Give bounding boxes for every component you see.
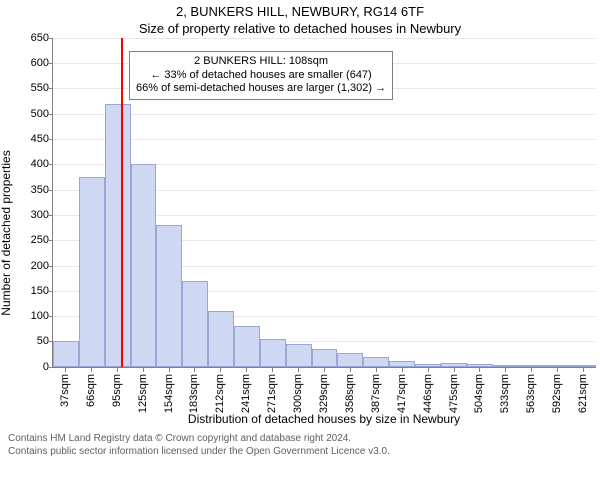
x-tick-mark: [169, 368, 170, 372]
title-sub: Size of property relative to detached ho…: [0, 21, 600, 38]
y-tick-label: 650: [31, 32, 53, 44]
footer-line-1: Contains HM Land Registry data © Crown c…: [8, 432, 592, 445]
x-tick-label: 329sqm: [318, 374, 330, 413]
histogram-bar: [182, 281, 208, 367]
y-tick-label: 500: [31, 108, 53, 120]
x-tick-label: 475sqm: [448, 374, 460, 413]
x-tick-label: 563sqm: [525, 374, 537, 413]
histogram-bar: [105, 104, 131, 367]
histogram-bar: [286, 344, 312, 367]
histogram-bar: [467, 364, 493, 367]
x-tick-mark: [298, 368, 299, 372]
y-tick-label: 50: [37, 335, 53, 347]
x-tick-mark: [479, 368, 480, 372]
x-tick-label: 358sqm: [344, 374, 356, 413]
x-tick-label: 271sqm: [266, 374, 278, 413]
x-tick-label: 66sqm: [85, 374, 97, 407]
x-tick-label: 592sqm: [551, 374, 563, 413]
histogram-bar: [312, 349, 338, 367]
grid-line: [53, 114, 596, 115]
y-tick-label: 300: [31, 209, 53, 221]
y-tick-label: 150: [31, 285, 53, 297]
y-tick-label: 100: [31, 310, 53, 322]
x-tick-mark: [220, 368, 221, 372]
y-tick-label: 450: [31, 133, 53, 145]
footer: Contains HM Land Registry data © Crown c…: [0, 428, 600, 458]
histogram-bar: [415, 364, 441, 367]
x-tick-mark: [402, 368, 403, 372]
histogram-bar: [337, 353, 363, 367]
x-tick-mark: [350, 368, 351, 372]
histogram-bar: [234, 326, 260, 366]
histogram-bar: [493, 365, 519, 367]
x-tick-label: 446sqm: [422, 374, 434, 413]
plot-outer: 0501001502002503003504004505005506006502…: [52, 38, 596, 428]
histogram-bar: [363, 357, 389, 367]
histogram-bar: [518, 365, 544, 367]
x-tick-label: 183sqm: [188, 374, 200, 413]
histogram-bar: [156, 225, 182, 367]
x-tick-mark: [324, 368, 325, 372]
annotation-line: 66% of semi-detached houses are larger (…: [136, 82, 386, 96]
x-tick-label: 95sqm: [111, 374, 123, 407]
histogram-bar: [260, 339, 286, 367]
x-tick-mark: [65, 368, 66, 372]
x-tick-label: 125sqm: [137, 374, 149, 413]
histogram-bar: [131, 164, 157, 366]
x-tick-label: 417sqm: [396, 374, 408, 413]
x-tick-mark: [428, 368, 429, 372]
x-tick-mark: [583, 368, 584, 372]
x-tick-label: 37sqm: [59, 374, 71, 407]
x-ticks: Distribution of detached houses by size …: [52, 368, 596, 428]
x-tick-label: 504sqm: [473, 374, 485, 413]
x-tick-mark: [531, 368, 532, 372]
footer-line-2: Contains public sector information licen…: [8, 445, 592, 458]
histogram-bar: [389, 361, 415, 367]
x-tick-mark: [505, 368, 506, 372]
y-tick-label: 250: [31, 234, 53, 246]
histogram-bar: [53, 341, 79, 366]
title-top: 2, BUNKERS HILL, NEWBURY, RG14 6TF: [0, 0, 600, 21]
x-tick-label: 387sqm: [370, 374, 382, 413]
x-tick-mark: [246, 368, 247, 372]
y-axis-label: Number of detached properties: [0, 150, 13, 315]
histogram-bar: [441, 363, 467, 367]
annotation-box: 2 BUNKERS HILL: 108sqm← 33% of detached …: [129, 51, 393, 100]
histogram-bar: [79, 177, 105, 367]
x-tick-mark: [91, 368, 92, 372]
x-tick-mark: [272, 368, 273, 372]
x-tick-label: 533sqm: [499, 374, 511, 413]
histogram-bar: [208, 311, 234, 367]
plot-area: 0501001502002503003504004505005506006502…: [52, 38, 596, 368]
x-tick-label: 154sqm: [163, 374, 175, 413]
x-axis-label: Distribution of detached houses by size …: [52, 412, 596, 426]
x-tick-label: 621sqm: [577, 374, 589, 413]
x-tick-mark: [557, 368, 558, 372]
y-tick-label: 400: [31, 158, 53, 170]
chart: Number of detached properties 0501001502…: [0, 38, 600, 428]
reference-line: [121, 38, 123, 367]
y-tick-label: 350: [31, 184, 53, 196]
annotation-line: ← 33% of detached houses are smaller (64…: [136, 69, 386, 83]
y-tick-label: 550: [31, 82, 53, 94]
x-tick-mark: [194, 368, 195, 372]
histogram-bar: [544, 365, 570, 367]
x-tick-label: 241sqm: [240, 374, 252, 413]
x-tick-label: 300sqm: [292, 374, 304, 413]
y-tick-label: 600: [31, 57, 53, 69]
x-tick-mark: [376, 368, 377, 372]
histogram-bar: [570, 365, 596, 367]
grid-line: [53, 38, 596, 39]
annotation-line: 2 BUNKERS HILL: 108sqm: [136, 55, 386, 69]
grid-line: [53, 139, 596, 140]
x-tick-mark: [143, 368, 144, 372]
y-tick-label: 200: [31, 260, 53, 272]
x-tick-mark: [454, 368, 455, 372]
x-tick-mark: [117, 368, 118, 372]
x-tick-label: 212sqm: [214, 374, 226, 413]
